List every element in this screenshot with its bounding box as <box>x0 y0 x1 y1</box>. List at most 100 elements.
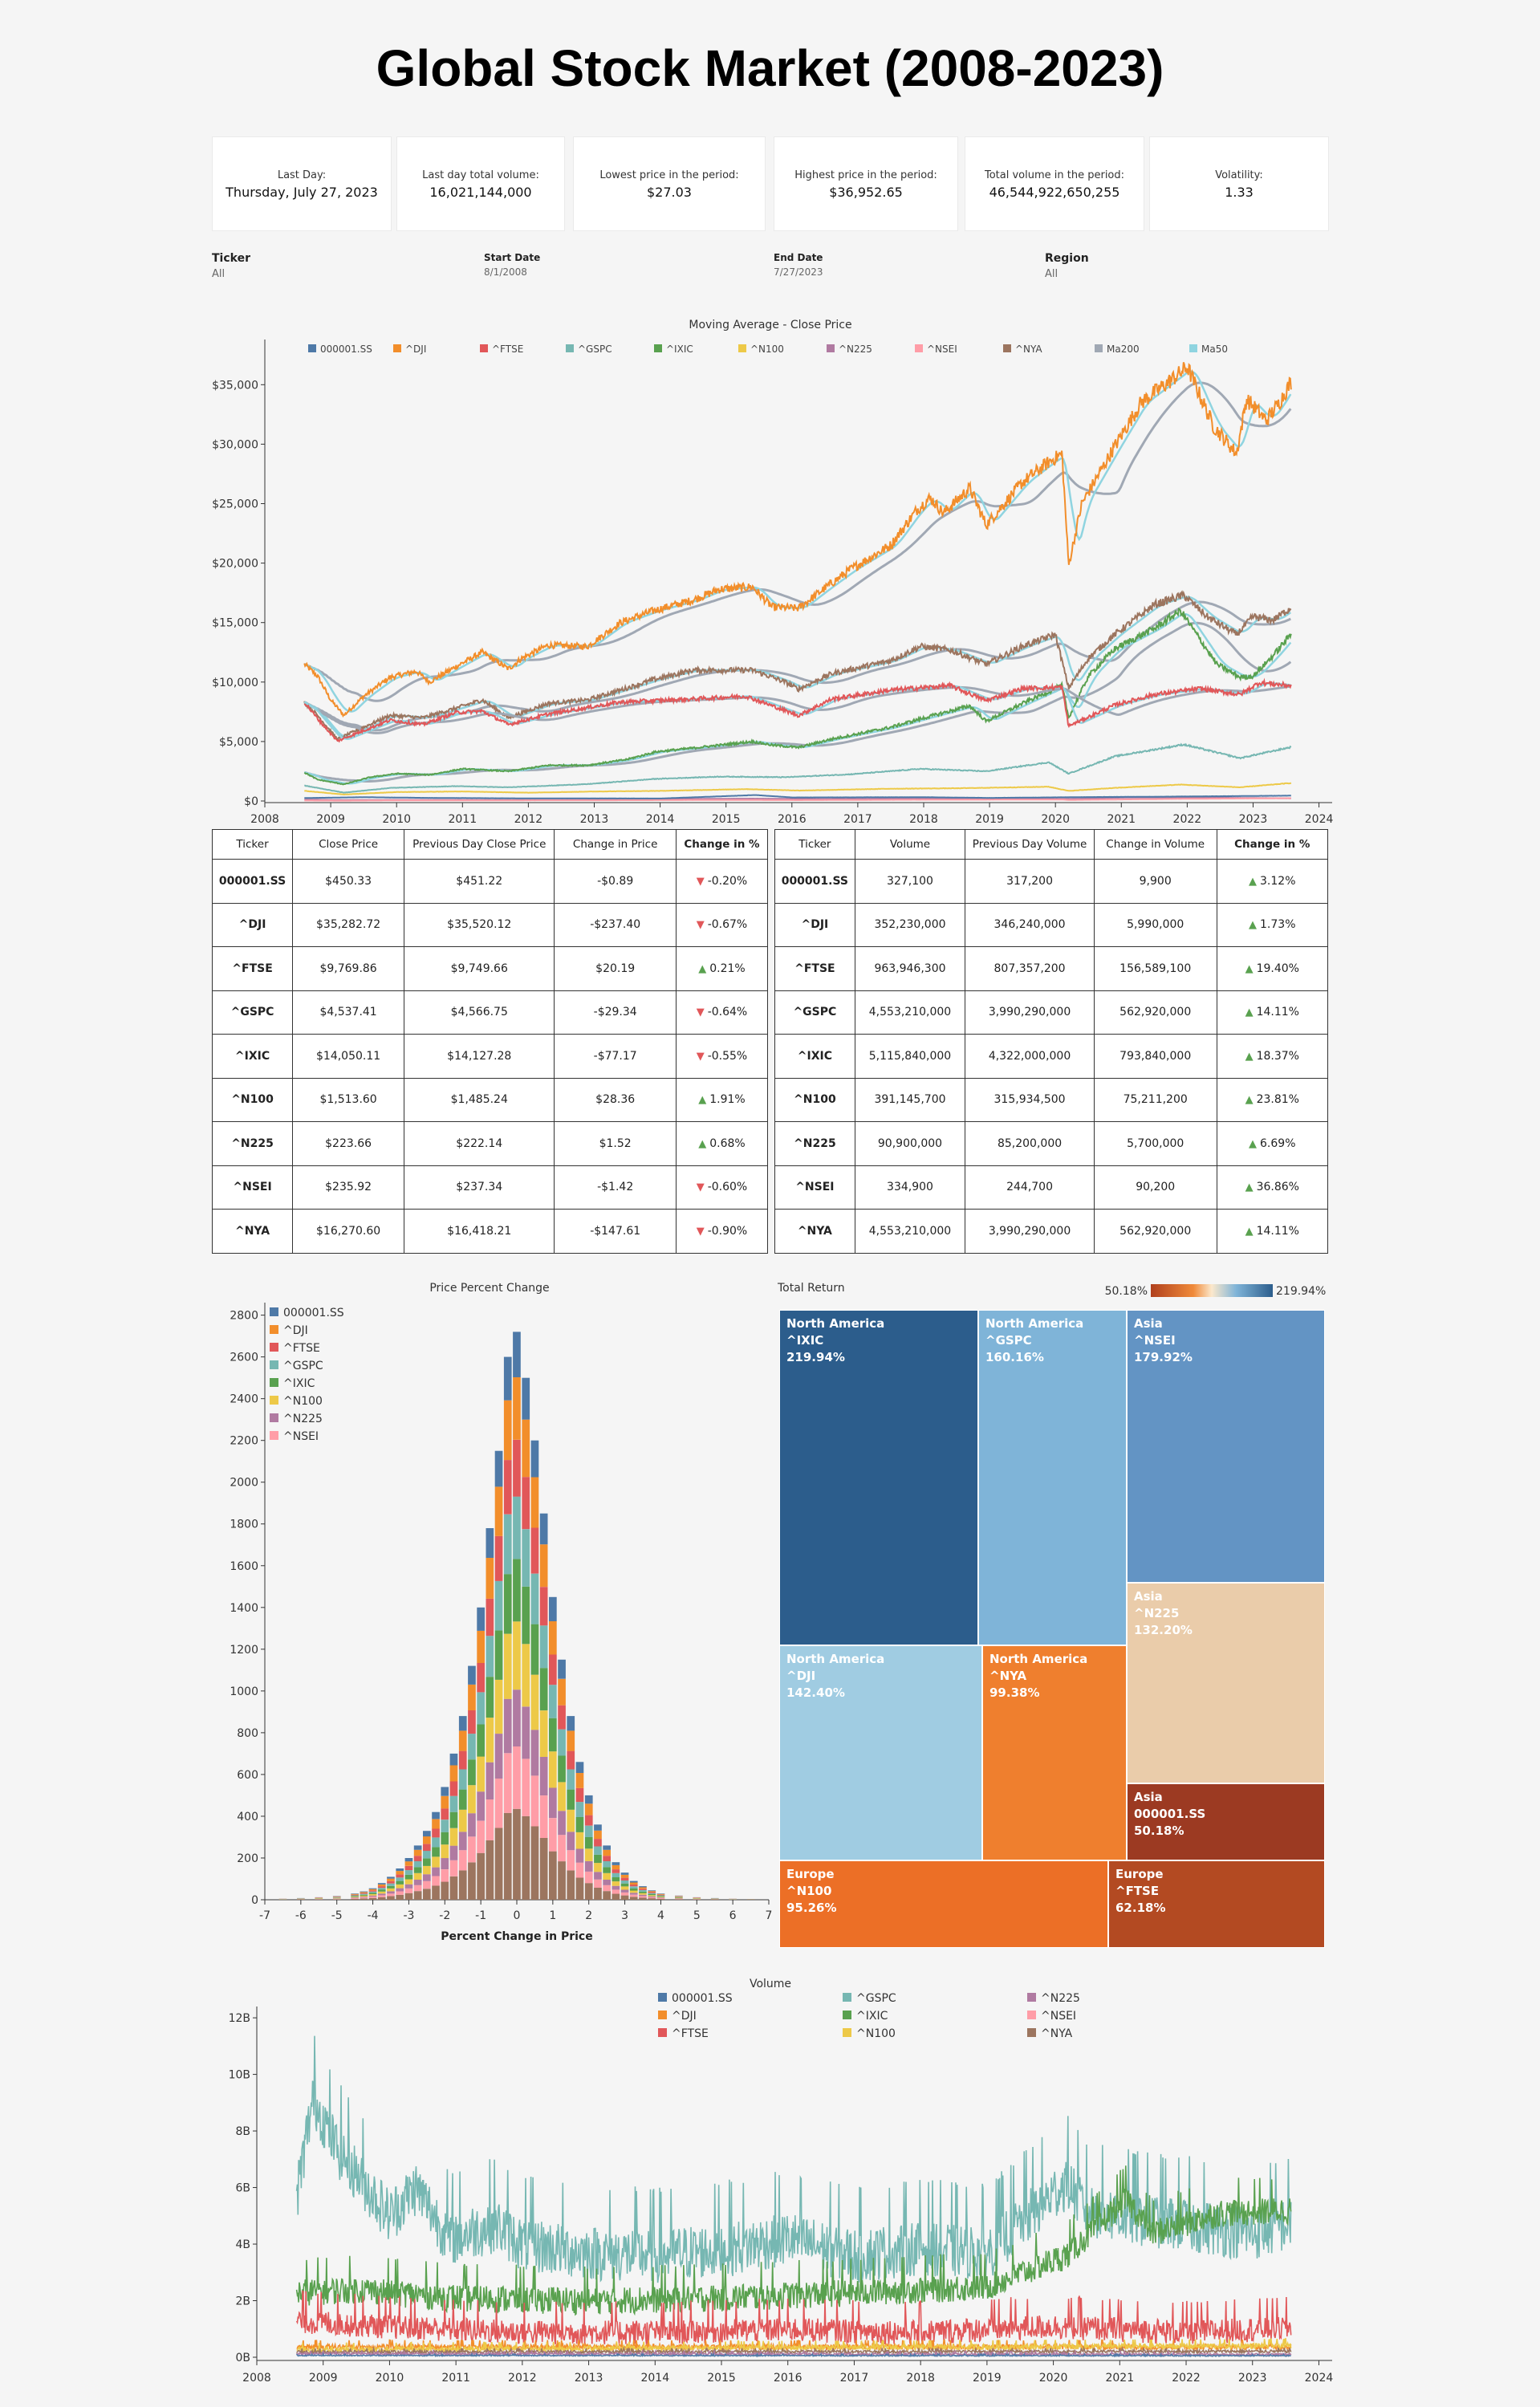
filter-ticker[interactable]: Ticker All <box>212 252 250 280</box>
ma200-line <box>303 685 1291 734</box>
legend-item: ^DJI <box>393 344 426 355</box>
ma-chart-title: Moving Average - Close Price <box>689 319 852 331</box>
x-tick-label: 2020 <box>1041 813 1070 826</box>
arrow-up-icon: ▲ <box>698 962 707 975</box>
hist-bar-segment <box>629 1889 638 1891</box>
table-cell: ^IXIC <box>774 1034 855 1079</box>
treemap-cell[interactable]: Asia 000001.SS 50.18% <box>1127 1783 1325 1860</box>
filter-start-date[interactable]: Start Date 8/1/2008 <box>484 252 540 278</box>
hist-bar-segment <box>656 1896 665 1897</box>
treemap-cell-value: 160.16% <box>985 1350 1044 1364</box>
hist-bar-segment <box>449 1811 458 1828</box>
hist-bar-segment <box>404 1858 413 1862</box>
column-header[interactable]: Change in % <box>675 829 769 860</box>
hist-bar-segment <box>503 1514 512 1575</box>
table-cell: ^IXIC <box>211 1034 294 1079</box>
filter-value[interactable]: All <box>212 268 226 280</box>
legend-item: ^DJI <box>658 2010 697 2023</box>
hist-bar-segment <box>575 1832 584 1849</box>
hist-bar-segment <box>387 1891 395 1894</box>
table-cell: $14,050.11 <box>292 1034 405 1079</box>
treemap-cell[interactable]: North America ^DJI 142.40% <box>779 1645 982 1860</box>
table-cell: 317,200 <box>965 859 1095 904</box>
hist-bar-segment <box>629 1893 638 1895</box>
hist-bar-segment <box>513 1746 521 1809</box>
filter-end-date[interactable]: End Date 7/27/2023 <box>774 252 823 278</box>
hist-bar-segment <box>639 1897 647 1900</box>
hist-bar-segment <box>567 1730 575 1751</box>
filter-region[interactable]: Region All <box>1045 252 1089 280</box>
hist-bar-segment <box>567 1716 575 1731</box>
hist-bar-segment <box>594 1888 602 1900</box>
legend-swatch <box>270 1307 278 1316</box>
table-cell: ▲ 19.40% <box>1216 946 1329 991</box>
table-cell: $1.52 <box>554 1121 677 1166</box>
x-tick-label: 2014 <box>640 2372 669 2385</box>
arrow-up-icon: ▲ <box>1249 1137 1258 1150</box>
treemap-cell[interactable]: North America ^GSPC 160.16% <box>978 1310 1127 1645</box>
column-header[interactable]: Change in Price <box>554 829 677 860</box>
hist-bar-segment <box>603 1872 611 1880</box>
hist-bar-segment <box>549 1851 557 1900</box>
legend-swatch <box>1027 1993 1036 2002</box>
column-header[interactable]: Volume <box>854 829 966 860</box>
hist-bar-segment <box>396 1888 404 1892</box>
column-header[interactable]: Change in % <box>1216 829 1329 860</box>
filter-value[interactable]: 7/27/2023 <box>774 266 823 278</box>
filter-value[interactable]: 8/1/2008 <box>484 266 527 278</box>
x-tick-label: 2017 <box>843 813 872 826</box>
kpi-total-volume: Total volume in the period: 46,544,922,6… <box>965 136 1144 231</box>
hist-bar-segment <box>486 1718 494 1763</box>
kpi-value: $27.03 <box>647 185 692 200</box>
hist-bar-segment <box>648 1895 656 1897</box>
hist-bar-segment <box>413 1880 422 1885</box>
column-header[interactable]: Ticker <box>774 829 855 860</box>
column-header[interactable]: Close Price <box>292 829 405 860</box>
table-row: ^DJI $35,282.72 $35,520.12 -$237.40 ▼ -0.67% <box>211 902 769 947</box>
treemap-cell[interactable]: Asia ^NSEI 179.92% <box>1127 1310 1325 1583</box>
hist-bar-segment <box>494 1734 503 1779</box>
hist-bar-segment <box>629 1880 638 1883</box>
treemap-cell[interactable]: Europe ^N100 95.26% <box>779 1860 1108 1948</box>
filter-value[interactable]: All <box>1045 268 1058 280</box>
table-cell: ▼ -0.67% <box>675 902 769 947</box>
hist-bar-segment <box>351 1895 359 1897</box>
column-header[interactable]: Change in Volume <box>1093 829 1217 860</box>
hist-bar-segment <box>594 1839 602 1847</box>
legend-swatch <box>827 344 835 352</box>
series-line <box>304 797 1291 802</box>
legend-label: ^N100 <box>283 1395 323 1408</box>
treemap-cell[interactable]: North America ^IXIC 219.94% <box>779 1310 978 1645</box>
hist-bar-segment <box>404 1879 413 1885</box>
hist-bar-segment <box>629 1897 638 1900</box>
column-header[interactable]: Ticker <box>211 829 294 860</box>
column-header[interactable]: Previous Day Close Price <box>404 829 555 860</box>
ma-close-price-chart: $0 $5,000 $10,000 $15,000 $20,000 $25,000 $30,… <box>212 340 1333 826</box>
hist-bar-segment <box>377 1893 386 1896</box>
hist-bar-segment <box>620 1889 629 1893</box>
table-cell: 334,900 <box>854 1165 966 1210</box>
column-header[interactable]: Previous Day Volume <box>965 829 1095 860</box>
x-tick-label: 2016 <box>774 2372 803 2385</box>
table-cell: $28.36 <box>554 1077 677 1122</box>
treemap-cell[interactable]: Asia ^N225 132.20% <box>1127 1583 1325 1783</box>
hist-bar-segment <box>387 1880 395 1884</box>
arrow-up-icon: ▲ <box>1245 1006 1254 1019</box>
treemap-cell[interactable]: North America ^NYA 99.38% <box>982 1645 1127 1860</box>
hist-bar-segment <box>396 1874 404 1878</box>
hist-bar-segment <box>612 1889 620 1894</box>
hist-bar-segment <box>603 1867 611 1873</box>
hist-bar-segment <box>575 1762 584 1773</box>
treemap-cell[interactable]: Europe ^FTSE 62.18% <box>1108 1860 1325 1948</box>
hist-bar-segment <box>449 1781 458 1796</box>
table-cell: -$237.40 <box>554 902 677 947</box>
y-tick-label: 1400 <box>230 1602 258 1615</box>
hist-bar-segment <box>368 1890 377 1892</box>
x-tick-label: 5 <box>693 1909 701 1922</box>
volume-chart-title: Volume <box>749 1978 792 1990</box>
hist-bar-segment <box>539 1838 548 1900</box>
hist-bar-segment <box>629 1890 638 1893</box>
hist-bar-segment <box>539 1513 548 1545</box>
arrow-down-icon: ▼ <box>696 1225 705 1238</box>
treemap-cell-ticker: ^N225 <box>1134 1606 1180 1620</box>
